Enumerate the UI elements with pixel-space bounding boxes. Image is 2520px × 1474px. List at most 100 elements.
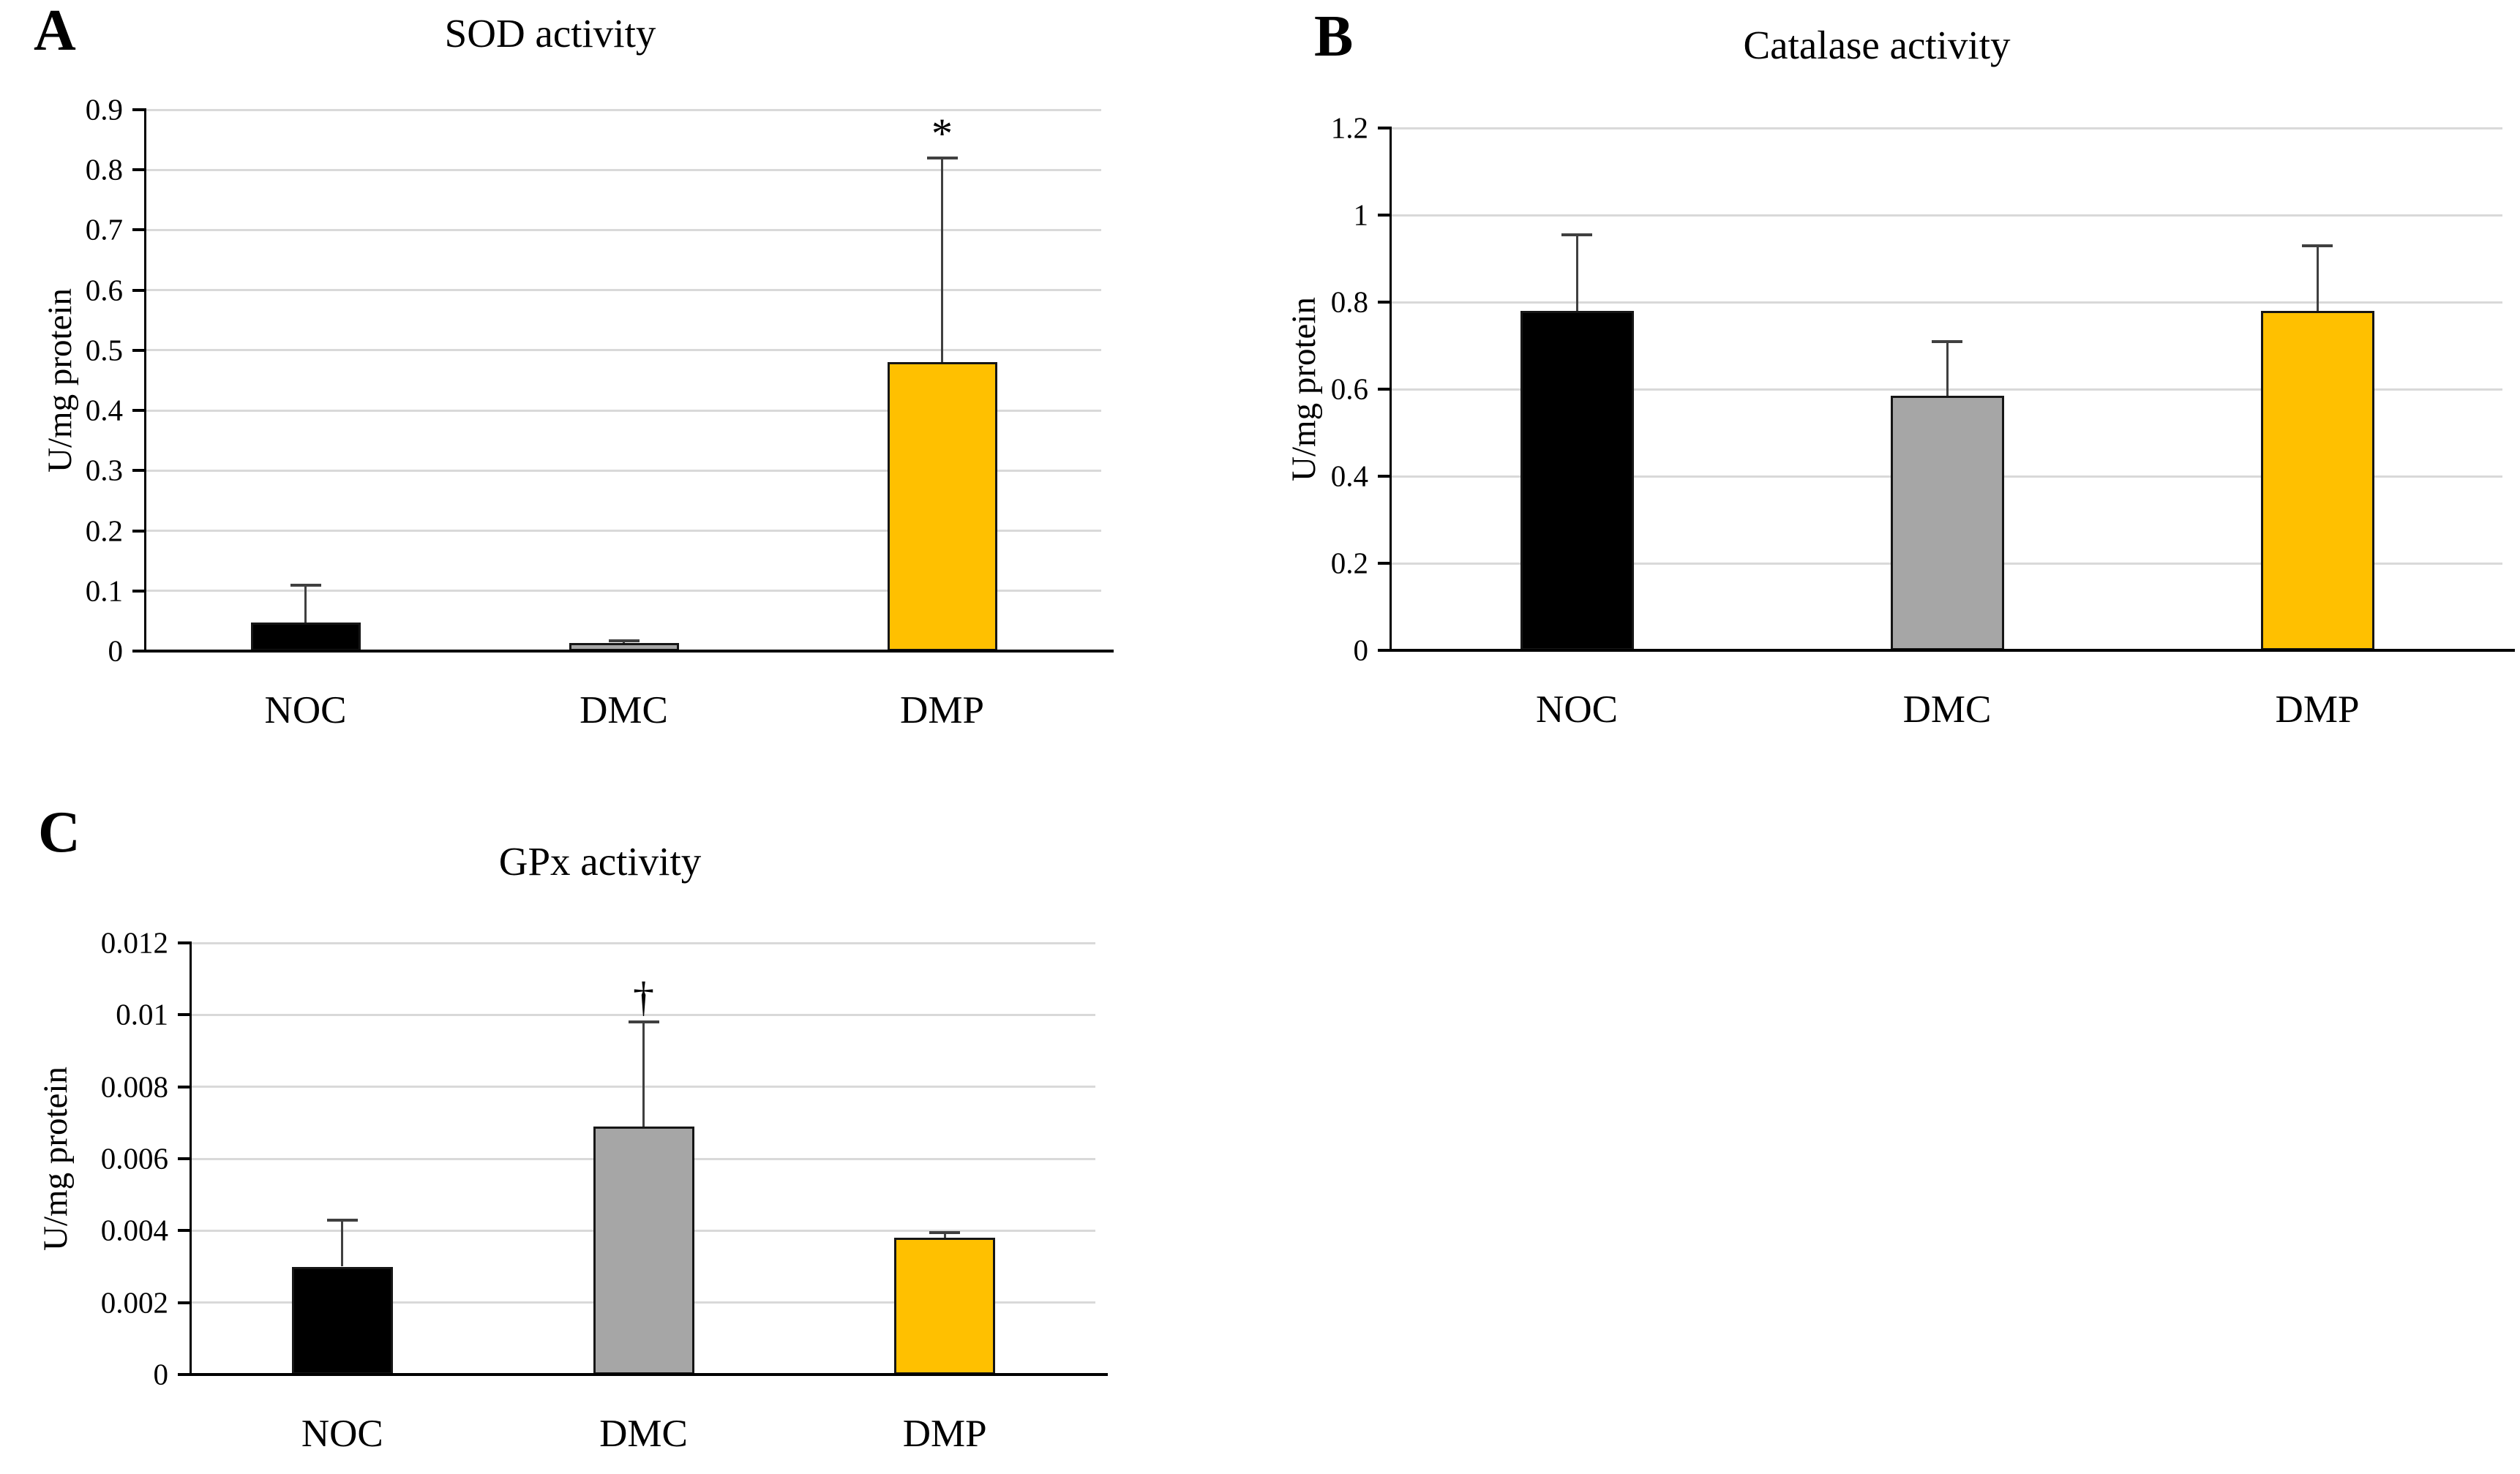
bar-dmc <box>593 1126 694 1375</box>
gridline <box>146 530 1101 533</box>
y-axis-tick <box>178 1085 190 1088</box>
error-bar-cap <box>326 1218 358 1222</box>
error-bar-cap <box>1561 233 1592 236</box>
significance-marker: * <box>931 109 953 157</box>
x-category-label: NOC <box>1536 688 1618 731</box>
error-bar-line <box>642 1022 645 1127</box>
error-bar-cap <box>929 1230 961 1234</box>
y-axis-tick <box>1378 127 1390 129</box>
y-tick-label: 0.1 <box>85 574 123 608</box>
bar-noc <box>291 1266 393 1375</box>
gridline <box>146 590 1101 593</box>
y-axis-tick <box>1378 475 1390 478</box>
gridline <box>1392 301 2502 304</box>
y-tick-label: 0.5 <box>85 333 123 367</box>
x-category-label: NOC <box>264 689 347 732</box>
x-category-label: DMC <box>599 1413 688 1455</box>
gridline <box>146 469 1101 472</box>
y-axis-tick <box>132 589 144 593</box>
chart-title-sod: SOD activity <box>444 11 656 56</box>
x-category-label: DMP <box>2275 688 2360 731</box>
gridline <box>146 409 1101 412</box>
y-axis-tick <box>132 228 144 232</box>
x-axis-line <box>1390 649 2515 652</box>
error-bar-cap <box>628 1020 659 1024</box>
error-bar-cap <box>2302 244 2333 247</box>
plot-area-gpx: 0 0.002 0.004 0.006 0.008 0.01 0.012 NOC DMC DMP † <box>101 928 1108 1454</box>
error-bar-line <box>1946 341 1949 396</box>
y-tick-label: 0.008 <box>100 1069 168 1104</box>
x-axis-line <box>190 1373 1108 1376</box>
gridline <box>1392 127 2502 129</box>
y-tick-label: 0.4 <box>85 393 123 427</box>
y-axis-tick <box>178 1301 190 1304</box>
gridline <box>192 1013 1095 1016</box>
panel-label-c: C <box>38 800 80 865</box>
y-axis-tick <box>132 409 144 413</box>
gridline <box>146 108 1101 111</box>
y-tick-label: 0 <box>153 1357 169 1391</box>
y-tick-label: 0.9 <box>85 92 123 127</box>
y-axis-tick <box>178 1373 190 1376</box>
bar-dmp <box>894 1238 996 1375</box>
error-bar-line <box>1575 234 1578 311</box>
y-axis-tick <box>1378 301 1390 304</box>
y-tick-label: 0.3 <box>85 453 123 487</box>
y-axis-tick <box>132 469 144 473</box>
error-bar-line <box>941 157 943 363</box>
y-tick-label: 0.8 <box>1330 285 1368 319</box>
error-bar-cap <box>1932 339 1962 343</box>
plot-area-sod: 0 0.1 0.2 0.3 0.4 0.5 0.6 0.7 0.8 0.9 NOC DMC DMP * <box>86 94 1114 730</box>
y-axis-tick <box>178 1157 190 1160</box>
y-axis-tick <box>132 168 144 172</box>
gridline <box>146 228 1101 231</box>
panel-label-b: B <box>1314 4 1354 69</box>
x-category-label: DMC <box>1902 688 1992 731</box>
gridline <box>146 289 1101 292</box>
significance-marker: † <box>633 973 654 1021</box>
chart-title-catalase: Catalase activity <box>1743 23 2011 67</box>
y-axis-tick <box>132 348 144 352</box>
y-tick-label: 0 <box>1353 633 1369 667</box>
y-axis-line <box>1390 127 1392 650</box>
y-tick-label: 0 <box>108 633 124 668</box>
y-axis-tick <box>178 1229 190 1233</box>
y-axis-tick <box>132 288 144 292</box>
y-axis-tick <box>1378 562 1390 565</box>
y-axis-title-gpx: U/mg protein <box>37 1067 75 1251</box>
bar-noc <box>250 622 361 651</box>
y-axis-title-catalase: U/mg protein <box>1285 297 1323 481</box>
y-axis-title-sod: U/mg protein <box>41 288 79 473</box>
y-axis-tick <box>132 108 144 111</box>
error-bar-line <box>2316 245 2319 311</box>
chart-title-gpx: GPx activity <box>498 839 702 884</box>
y-tick-label: 0.01 <box>116 997 168 1031</box>
error-bar-cap <box>926 156 958 159</box>
y-axis-line <box>190 941 192 1375</box>
error-bar-cap <box>290 583 321 587</box>
y-axis-tick <box>132 529 144 533</box>
plot-area-catalase: 0 0.2 0.4 0.6 0.8 1 1.2 NOC DMC DMP <box>1331 113 2515 729</box>
y-tick-label: 1 <box>1353 198 1369 232</box>
error-bar-cap <box>608 639 640 643</box>
y-tick-label: 1.2 <box>1330 110 1368 145</box>
y-axis-line <box>144 108 146 651</box>
error-bar-line <box>304 584 307 623</box>
x-category-label: DMP <box>900 689 984 732</box>
y-tick-label: 0.6 <box>1330 372 1368 406</box>
x-category-label: DMP <box>902 1413 987 1455</box>
bar-dmc <box>1890 395 2004 650</box>
y-axis-tick <box>1378 214 1390 217</box>
gridline <box>146 168 1101 171</box>
bar-dmp <box>2260 310 2374 650</box>
y-tick-label: 0.8 <box>85 152 123 187</box>
y-axis-tick <box>178 1013 190 1017</box>
y-tick-label: 0.6 <box>85 273 123 307</box>
y-tick-label: 0.012 <box>100 925 168 960</box>
y-tick-label: 0.006 <box>100 1141 168 1176</box>
panel-label-a: A <box>34 0 76 63</box>
gridline <box>192 941 1095 944</box>
gridline <box>146 349 1101 352</box>
y-tick-label: 0.2 <box>85 514 123 548</box>
